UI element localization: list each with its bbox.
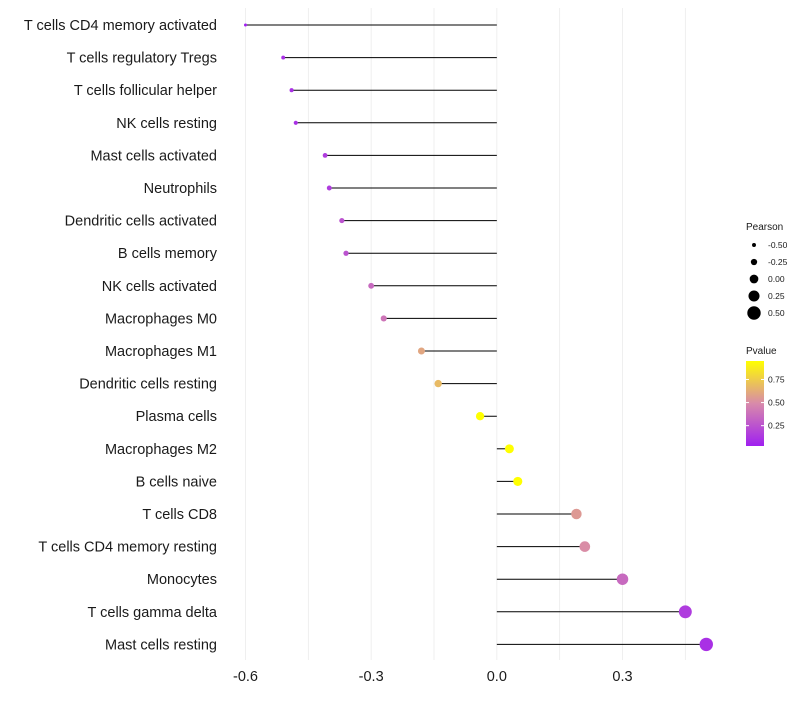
category-label: T cells regulatory Tregs	[67, 51, 217, 67]
x-tick-label: 0.3	[612, 669, 632, 685]
lollipop-point	[504, 444, 514, 454]
category-labels: T cells CD4 memory activated T cells regu…	[24, 18, 218, 653]
color-legend-ticks: 0.75 0.50 0.25	[746, 374, 785, 431]
category-label: T cells gamma delta	[88, 605, 218, 621]
category-label: Monocytes	[147, 572, 217, 588]
x-axis-ticks: -0.6 -0.3 0.0 0.3	[233, 669, 633, 685]
x-tick-label: -0.3	[359, 669, 384, 685]
lollipop-point	[343, 250, 349, 256]
lollipop-point	[513, 476, 523, 486]
category-label: Neutrophils	[144, 181, 217, 197]
color-legend-label: 0.25	[768, 421, 785, 431]
color-legend-title: Pvalue	[746, 346, 777, 357]
lollipop-point	[326, 185, 332, 191]
category-label: Mast cells activated	[90, 148, 217, 164]
lollipop-point	[678, 605, 692, 619]
category-label: Macrophages M2	[105, 442, 217, 458]
category-label: T cells follicular helper	[74, 83, 217, 99]
lollipop-point	[368, 282, 375, 289]
x-tick-label: 0.0	[487, 669, 507, 685]
category-label: Dendritic cells activated	[65, 214, 217, 230]
size-legend-dot	[750, 258, 758, 266]
color-legend-bar	[746, 361, 764, 446]
lollipop-point	[699, 637, 713, 652]
x-tick-label: -0.6	[233, 669, 258, 685]
size-legend-dot	[752, 243, 756, 247]
lollipop-point	[579, 541, 591, 552]
lollipop-point	[434, 379, 442, 388]
lollipop-point	[475, 412, 485, 421]
lollipop-point	[339, 218, 345, 224]
lollipop-point	[281, 55, 286, 60]
category-label: Plasma cells	[136, 409, 217, 425]
category-label: NK cells activated	[102, 279, 217, 295]
size-legend-label: 0.00	[768, 274, 785, 284]
lollipop-point	[417, 347, 425, 355]
size-legend-dot	[749, 274, 759, 284]
category-label: NK cells resting	[116, 116, 217, 132]
lollipop-point	[244, 23, 247, 27]
color-legend-label: 0.50	[768, 398, 785, 408]
lollipop-point	[380, 315, 387, 322]
category-label: Dendritic cells resting	[79, 377, 217, 393]
size-legend-label: -0.25	[768, 257, 788, 267]
category-label: B cells naive	[136, 474, 217, 490]
legend: Pearson -0.50 -0.25 0.00 0.25 0.50 Pvalue 0.…	[746, 222, 788, 446]
size-legend-label: 0.25	[768, 291, 785, 301]
category-label: B cells memory	[118, 246, 218, 262]
lollipop-point	[571, 508, 582, 520]
category-label: T cells CD4 memory activated	[24, 18, 217, 34]
lollipop-point	[322, 153, 328, 158]
category-label: T cells CD4 memory resting	[38, 540, 217, 556]
size-legend-dot	[747, 306, 761, 320]
size-legend-label: 0.50	[768, 308, 785, 318]
size-legend-label: -0.50	[768, 240, 788, 250]
category-label: T cells CD8	[142, 507, 217, 523]
grid-layer	[245, 8, 686, 660]
size-legend-items: -0.50 -0.25 0.00 0.25 0.50	[747, 240, 788, 320]
size-legend-title: Pearson	[746, 222, 783, 233]
category-label: Macrophages M1	[105, 344, 217, 360]
category-label: Macrophages M0	[105, 311, 217, 327]
lollipop-point	[616, 573, 629, 585]
category-label: Mast cells resting	[105, 637, 217, 653]
size-legend-dot	[748, 290, 760, 302]
color-legend-label: 0.75	[768, 374, 785, 384]
point-layer	[244, 23, 713, 652]
lollipop-point	[289, 88, 294, 93]
lollipop-point	[293, 120, 298, 125]
stem-layer	[245, 24, 707, 645]
